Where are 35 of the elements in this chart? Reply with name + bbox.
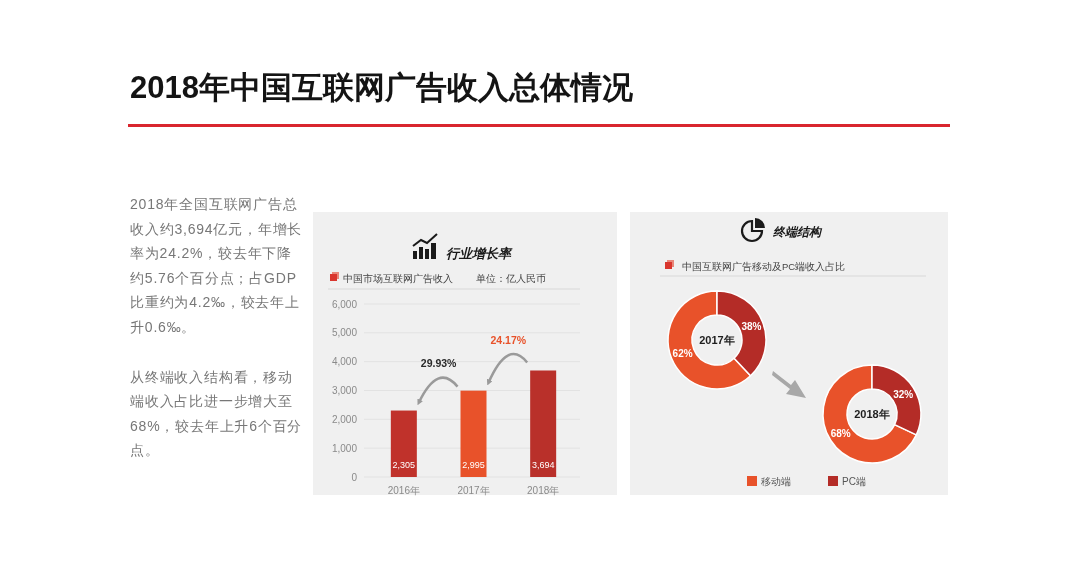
annotation: 29.93% — [420, 356, 458, 369]
data-label: 2,995 — [462, 460, 485, 470]
text: 2018年全国互联网广告总收入约3,694亿元，年增长率为24.2%，较去年下降约5.76个百分点；占GDP比重约为4.2‰，较去年上升0.6‰。 — [130, 195, 304, 337]
text: 从终端收入结构看，移动端收入占比进一步增大至68%，较去年上升6个百分点。 — [130, 367, 304, 461]
y-axis-title: 单位：亿人民币 — [476, 273, 546, 284]
bar — [390, 410, 417, 477]
chart-title: 终端结构 — [772, 225, 823, 239]
annotation: 24.17% — [490, 334, 527, 347]
data-label: 38% — [741, 320, 762, 332]
x-tick-label: 2018年 — [527, 485, 560, 496]
y-tick-label: 2,000 — [331, 413, 358, 425]
legend-label: PC端 — [842, 475, 866, 487]
data-label: 62% — [672, 348, 693, 360]
data-label: 68% — [830, 428, 851, 440]
chart-subtitle: 中国市场互联网广告收入 — [343, 273, 453, 284]
text: 2018年 — [854, 408, 890, 420]
data-label: 2,305 — [392, 460, 416, 470]
y-tick-label: 3,000 — [331, 385, 358, 396]
data-label: 32% — [893, 388, 914, 400]
y-tick-label: 1,000 — [331, 442, 358, 454]
text: 2017年 — [699, 334, 735, 346]
y-tick-label: 0 — [351, 471, 358, 483]
donut-slice — [822, 364, 918, 464]
y-tick-label: 5,000 — [331, 327, 358, 339]
legend-label: 移动端 — [761, 475, 791, 487]
bar — [530, 370, 557, 477]
chart-subtitle: 中国互联网广告移动及PC端收入占比 — [682, 261, 846, 272]
y-tick-label: 6,000 — [331, 298, 358, 310]
bar — [460, 390, 487, 477]
text: 2018年中国互联网广告收入总体情况 — [130, 69, 633, 107]
chart-title: 行业增长率 — [446, 246, 513, 261]
x-tick-label: 2017年 — [457, 485, 490, 496]
x-tick-label: 2016年 — [387, 485, 420, 496]
data-label: 3,694 — [531, 460, 555, 470]
y-tick-label: 4,000 — [331, 356, 358, 368]
